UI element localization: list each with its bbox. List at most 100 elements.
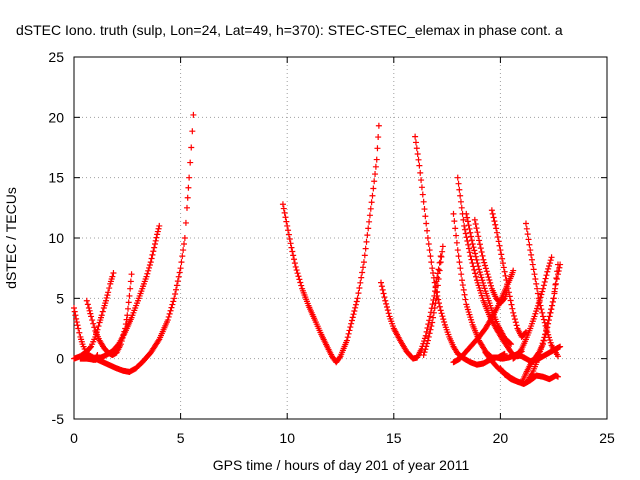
data-point [106, 285, 113, 292]
data-point [291, 260, 298, 267]
data-point [513, 322, 520, 329]
data-point [501, 350, 508, 357]
data-point [415, 156, 422, 163]
data-point [471, 247, 478, 254]
data-point [439, 313, 446, 320]
data-point [522, 220, 529, 227]
data-point [436, 303, 443, 310]
data-point [491, 218, 498, 225]
data-point [455, 180, 462, 187]
data-point [476, 266, 483, 273]
data-point [490, 214, 497, 221]
data-point [475, 233, 482, 240]
data-point [343, 337, 350, 344]
data-point [352, 301, 359, 308]
data-point [553, 275, 560, 282]
data-point [422, 346, 429, 353]
data-point [540, 337, 547, 344]
data-point [150, 248, 157, 255]
data-point [488, 207, 495, 214]
data-point [90, 320, 97, 327]
data-point [430, 274, 437, 281]
data-point [412, 133, 419, 140]
data-point [543, 327, 550, 334]
data-point [418, 177, 425, 184]
x-tick-label: 0 [70, 430, 78, 446]
data-point [544, 268, 551, 275]
data-point [372, 163, 379, 170]
data-point [548, 254, 555, 261]
data-point [189, 128, 196, 135]
data-point [426, 247, 433, 254]
data-point [511, 316, 518, 323]
data-point [552, 280, 559, 287]
data-point [412, 139, 419, 146]
x-axis-label: GPS time / hours of day 201 of year 2011 [213, 457, 470, 473]
data-point [541, 334, 548, 341]
data-point [285, 231, 292, 238]
data-point [168, 304, 175, 311]
data-point [190, 111, 197, 118]
data-point [464, 214, 471, 221]
data-point [71, 304, 77, 311]
y-tick-label: 15 [48, 170, 64, 186]
data-point [535, 353, 542, 360]
data-point [290, 252, 297, 259]
data-point [177, 265, 184, 272]
data-point [542, 275, 549, 282]
data-point [546, 313, 553, 320]
data-point [495, 238, 502, 245]
data-point [372, 171, 379, 178]
data-point [534, 285, 541, 292]
data-point [424, 340, 431, 347]
data-point [453, 232, 460, 239]
data-point [481, 259, 488, 266]
data-point [103, 294, 110, 301]
data-point [87, 310, 94, 317]
data-point [546, 262, 553, 269]
data-point [467, 253, 474, 260]
data-point [362, 245, 369, 252]
data-point [473, 225, 480, 232]
chart-title: dSTEC Iono. truth (sulp, Lon=24, Lat=49,… [16, 22, 563, 38]
data-point [511, 312, 518, 319]
data-point [549, 298, 556, 305]
y-tick-label: -5 [52, 411, 65, 427]
data-point [421, 349, 428, 356]
data-point [439, 243, 446, 250]
data-point [379, 286, 386, 293]
data-point [422, 332, 429, 339]
data-point [543, 324, 550, 331]
data-point [527, 247, 534, 254]
data-point [427, 326, 434, 333]
data-point [72, 312, 79, 319]
data-point [382, 297, 389, 304]
data-point [430, 269, 437, 276]
data-point [105, 289, 112, 296]
data-point [465, 222, 472, 229]
data-point [368, 199, 375, 206]
x-tick-label: 20 [493, 430, 509, 446]
data-point [509, 305, 516, 312]
data-point [454, 247, 461, 254]
data-point [71, 308, 78, 315]
data-point [358, 274, 365, 281]
data-point [435, 276, 442, 283]
data-point [98, 312, 105, 319]
data-point [149, 251, 156, 258]
data-point [287, 240, 294, 247]
data-point [348, 320, 355, 327]
data-point [350, 311, 357, 318]
data-point [360, 264, 367, 271]
data-point [154, 228, 161, 235]
data-point [451, 218, 458, 225]
data-point [182, 219, 189, 226]
data-point [381, 294, 388, 301]
data-point [351, 308, 358, 315]
data-point [429, 265, 436, 272]
data-point [452, 225, 459, 232]
data-point [430, 309, 437, 316]
data-point [349, 314, 356, 321]
data-point [173, 286, 180, 293]
